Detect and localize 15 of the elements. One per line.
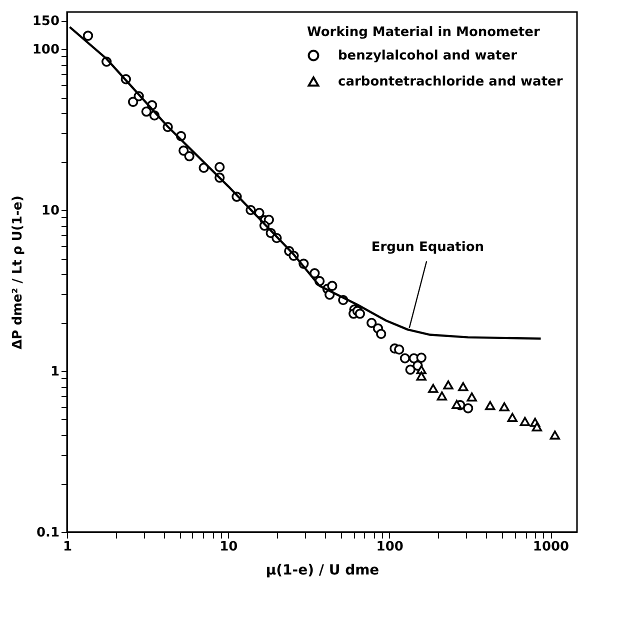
x-tick-label: 1 bbox=[62, 540, 72, 554]
y-tick-label: 1 bbox=[50, 364, 60, 380]
y-tick-label: 10 bbox=[41, 204, 60, 219]
y-axis-title: ΔP dme² / Lt ρ U(1-e) bbox=[10, 196, 26, 350]
legend-label: carbontetrachloride and water bbox=[338, 74, 564, 90]
x-axis-title: μ(1-e) / U dme bbox=[266, 562, 380, 578]
y-tick-label: 150 bbox=[32, 14, 60, 30]
y-tick-label: 0.1 bbox=[36, 526, 60, 540]
y-tick-label: 100 bbox=[32, 42, 60, 58]
annotation: Ergun Equation bbox=[371, 240, 484, 256]
x-tick-label: 10 bbox=[220, 540, 238, 554]
x-tick-label: 100 bbox=[376, 540, 404, 554]
legend-label: benzylalcohol and water bbox=[338, 48, 518, 64]
legend-title: Working Material in Monometer bbox=[307, 25, 540, 40]
x-tick-label: 1000 bbox=[532, 540, 570, 554]
